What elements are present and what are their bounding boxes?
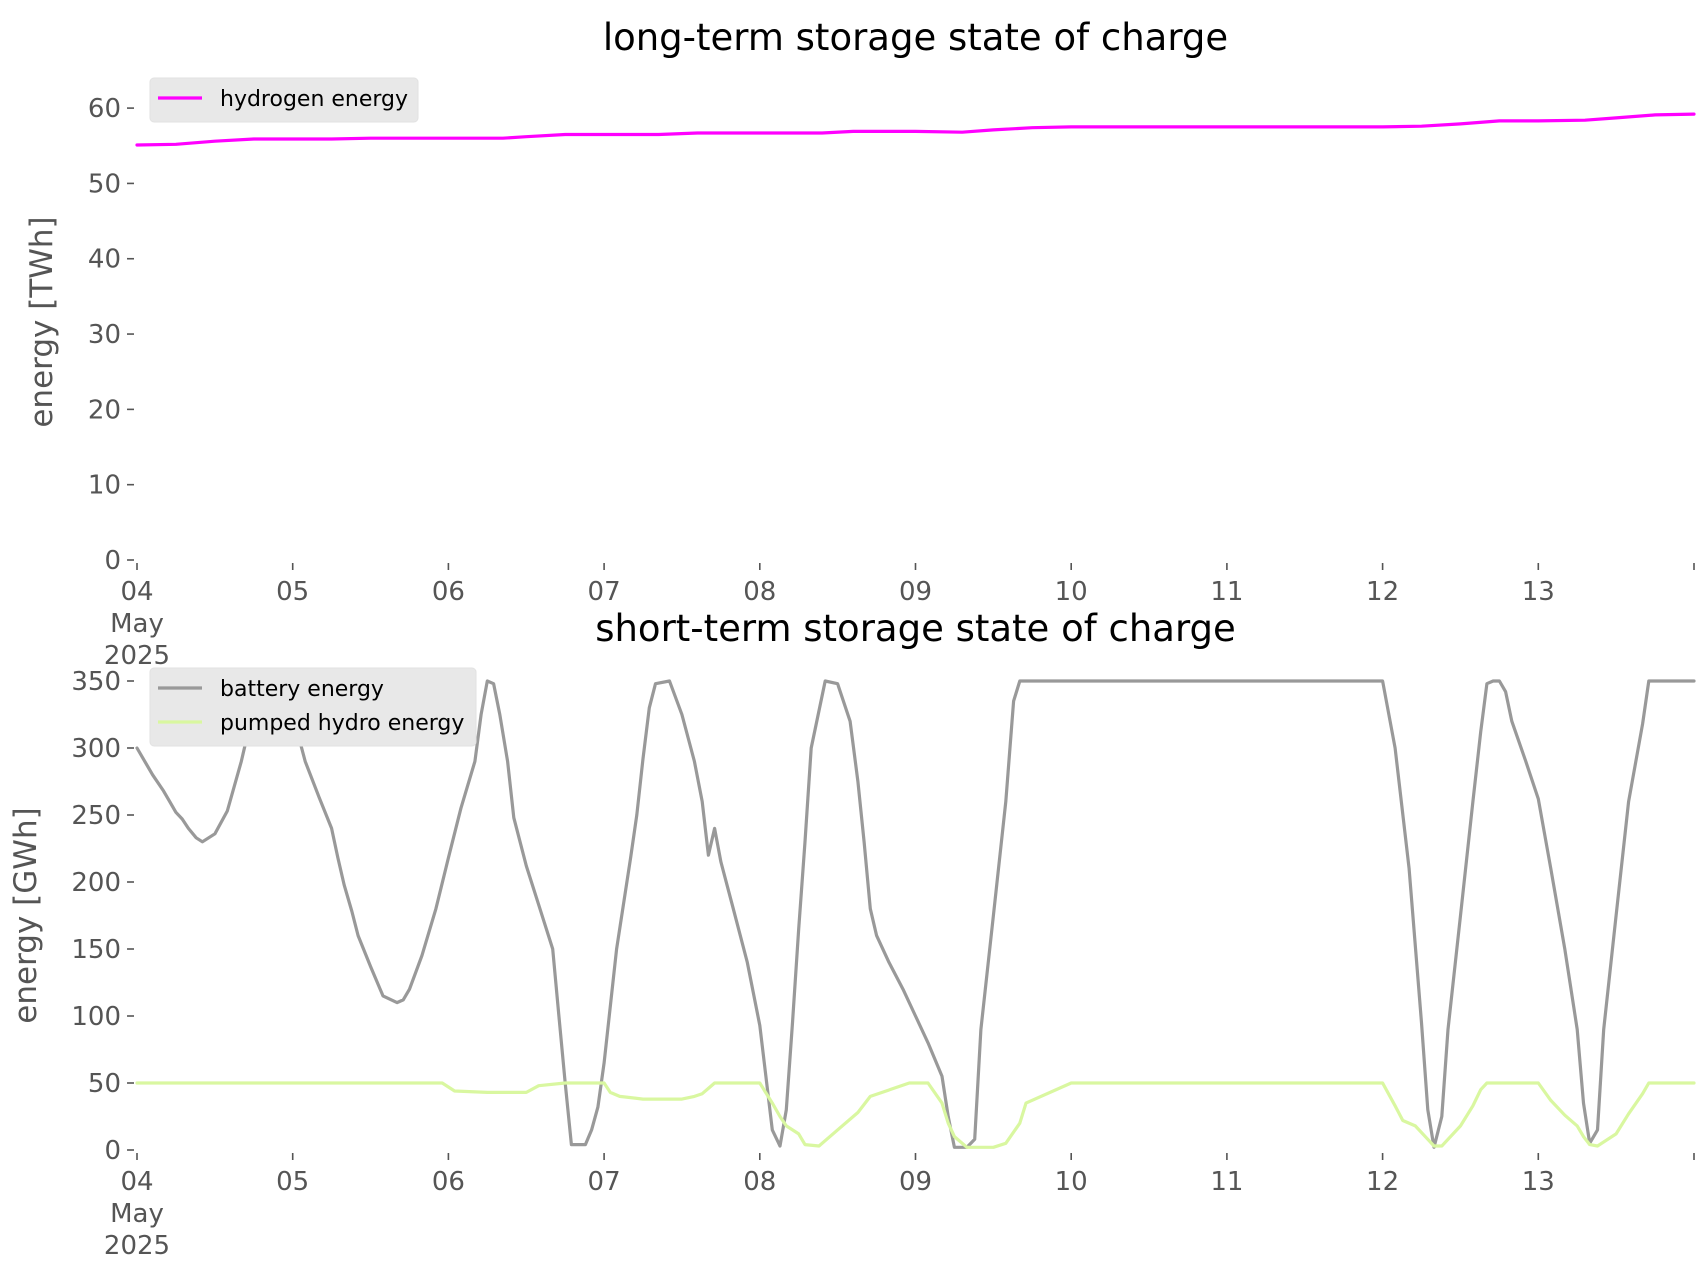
x-tick-label: 04 [120, 1167, 153, 1197]
x-tick-label: 09 [899, 577, 932, 607]
chart-title: short-term storage state of charge [595, 607, 1236, 650]
x-tick-label: 10 [1055, 577, 1088, 607]
x-tick-label: 13 [1522, 1167, 1555, 1197]
x-tick-label: 08 [743, 1167, 776, 1197]
x-tick-label: 11 [1210, 1167, 1243, 1197]
x-tick-label: May [110, 609, 164, 639]
x-tick-label: 05 [276, 577, 309, 607]
x-tick-label: 12 [1366, 577, 1399, 607]
y-tick-label: 150 [71, 935, 121, 965]
y-tick-label: 10 [88, 471, 121, 501]
x-tick-label: 05 [276, 1167, 309, 1197]
y-tick-label: 200 [71, 868, 121, 898]
x-tick-label: 12 [1366, 1167, 1399, 1197]
y-tick-label: 60 [88, 94, 121, 124]
y-tick-label: 300 [71, 734, 121, 764]
y-tick-label: 50 [88, 169, 121, 199]
x-tick-label: 13 [1522, 577, 1555, 607]
y-tick-label: 30 [88, 320, 121, 350]
y-tick-label: 0 [104, 546, 121, 576]
y-tick-label: 0 [104, 1136, 121, 1166]
x-tick-label: 06 [432, 577, 465, 607]
y-tick-label: 50 [88, 1069, 121, 1099]
x-tick-label: 09 [899, 1167, 932, 1197]
legend-label: pumped hydro energy [220, 711, 464, 736]
y-tick-label: 250 [71, 801, 121, 831]
y-tick-label: 350 [71, 667, 121, 697]
y-axis-label: energy [GWh] [8, 807, 44, 1023]
x-tick-label: 06 [432, 1167, 465, 1197]
y-axis-label: energy [TWh] [24, 216, 60, 427]
x-tick-label: 07 [588, 577, 621, 607]
x-tick-label: 11 [1210, 577, 1243, 607]
x-tick-label: 2025 [104, 1231, 170, 1261]
series-line-2 [135, 1081, 1696, 1149]
chart-panel-1: long-term storage state of charge energy … [24, 16, 1696, 671]
chart-panel-2: short-term storage state of charge energy… [8, 607, 1696, 1261]
x-tick-label: 07 [588, 1167, 621, 1197]
x-tick-label: 2025 [104, 641, 170, 671]
chart-title: long-term storage state of charge [603, 16, 1228, 59]
legend-label: hydrogen energy [220, 87, 408, 112]
x-tick-label: 08 [743, 577, 776, 607]
legend: hydrogen energy [149, 77, 419, 123]
series-line-1 [135, 679, 1696, 1149]
legend-label: battery energy [220, 677, 384, 702]
x-tick-label: 10 [1055, 1167, 1088, 1197]
x-tick-label: May [110, 1199, 164, 1229]
x-tick-label: 04 [120, 577, 153, 607]
series-line-1 [135, 112, 1696, 147]
y-tick-label: 100 [71, 1002, 121, 1032]
legend-box [149, 77, 419, 123]
y-tick-label: 40 [88, 245, 121, 275]
y-tick-label: 20 [88, 395, 121, 425]
legend-box [149, 667, 477, 747]
legend: battery energy pumped hydro energy [149, 667, 477, 747]
